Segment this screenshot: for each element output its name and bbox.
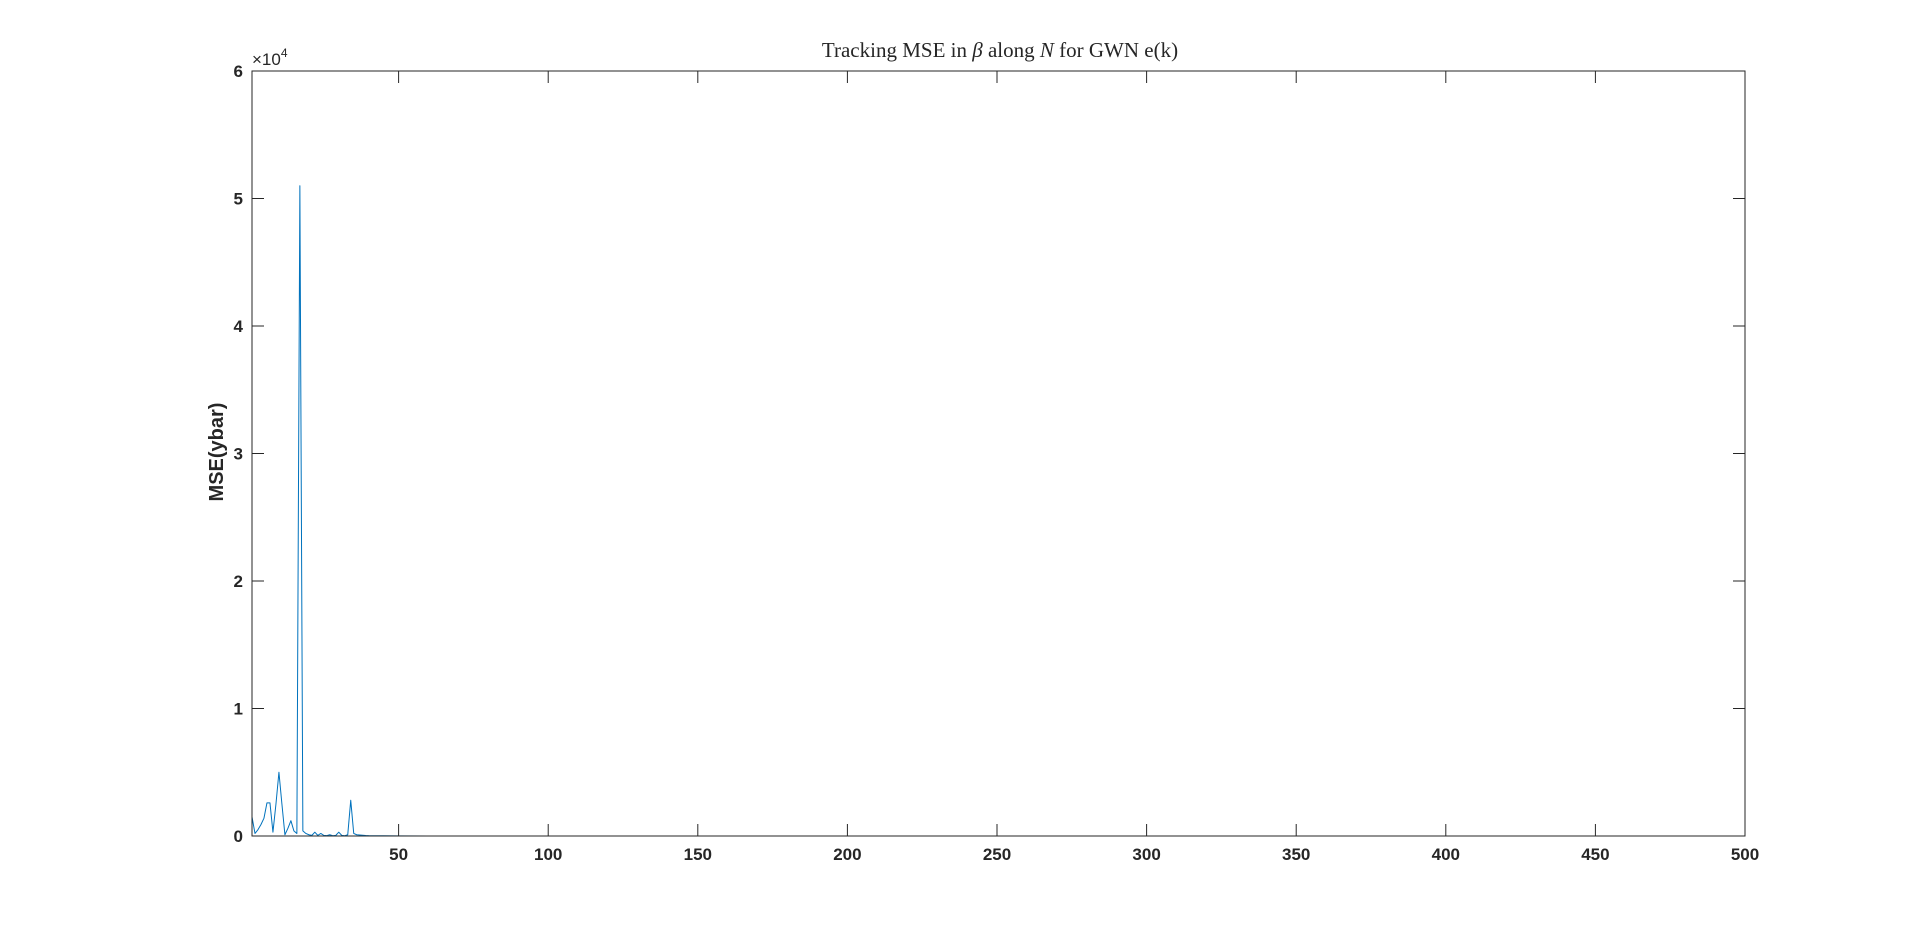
x-tick-label-200: 200: [833, 845, 861, 864]
y-tick-label-30000: 3: [234, 445, 243, 464]
x-tick-label-400: 400: [1432, 845, 1460, 864]
x-tick-label-450: 450: [1581, 845, 1609, 864]
x-tick-label-250: 250: [983, 845, 1011, 864]
y-tick-label-20000: 2: [234, 572, 243, 591]
y-tick-label-10000: 1: [234, 700, 243, 719]
y-axis-label: MSE(ybar): [206, 403, 228, 502]
x-tick-label-350: 350: [1282, 845, 1310, 864]
x-tick-label-150: 150: [684, 845, 712, 864]
axis-ticks: 50 100 150 200 250 300 350 400 450 500 0 1 2 3 4 5 6: [234, 62, 1760, 864]
x-tick-label-100: 100: [534, 845, 562, 864]
y-tick-label-50000: 5: [234, 190, 243, 209]
x-tick-label-500: 500: [1731, 845, 1759, 864]
chart-title: Tracking MSE in β along N for GWN e(k): [822, 38, 1178, 62]
x-tick-label-300: 300: [1132, 845, 1160, 864]
y-tick-label-40000: 4: [234, 317, 244, 336]
y-axis-exponent: ×104: [252, 46, 288, 69]
y-tick-label-60000: 6: [234, 62, 243, 81]
x-tick-label-50: 50: [389, 845, 408, 864]
y-tick-label-0: 0: [234, 827, 243, 846]
